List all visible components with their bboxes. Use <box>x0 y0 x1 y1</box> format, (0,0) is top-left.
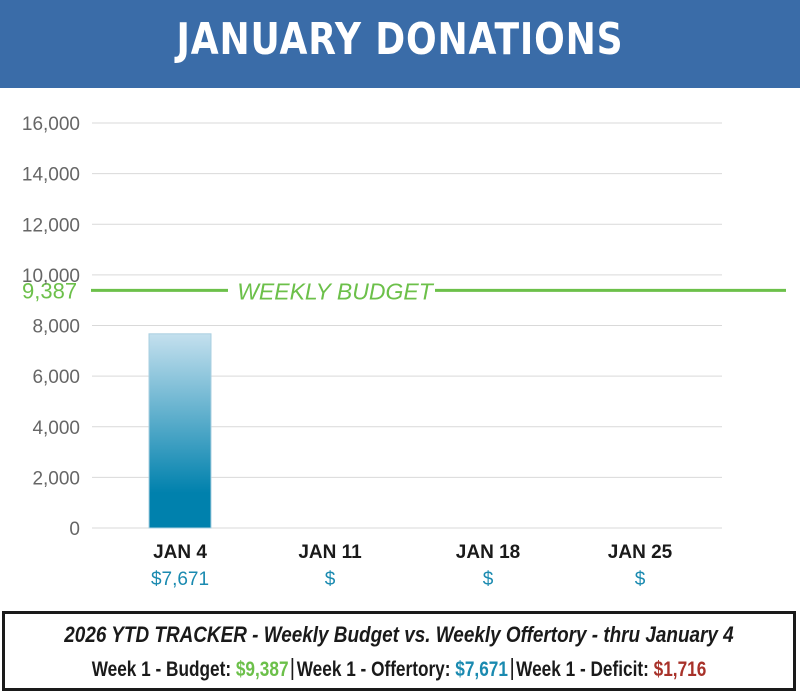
offertory-label: Week 1 - Offertory: <box>296 658 451 681</box>
budget-line-label: WEEKLY BUDGET <box>237 278 435 304</box>
deficit-label: Week 1 - Deficit: <box>516 658 649 681</box>
y-tick-label: 12,000 <box>22 215 80 236</box>
x-category-label: JAN 25 <box>608 542 673 563</box>
offertory-value: $7,671 <box>455 658 508 681</box>
y-tick-label: 10,000 <box>22 266 80 287</box>
y-tick-label: 16,000 <box>22 114 80 135</box>
stat-divider <box>511 658 513 680</box>
x-category-label: JAN 18 <box>456 542 520 563</box>
ytd-tracker-box: 2026 YTD TRACKER - Weekly Budget vs. Wee… <box>2 611 796 691</box>
stat-divider <box>291 658 294 680</box>
y-tick-label: 6,000 <box>32 367 80 388</box>
x-category-label: JAN 11 <box>298 542 362 563</box>
budget-line-value: 9,387 <box>22 278 77 303</box>
y-tick-label: 14,000 <box>22 165 80 186</box>
bar-value-label: $7,671 <box>151 569 209 590</box>
y-tick-label: 4,000 <box>32 418 80 439</box>
chart-area: 9,387 WEEKLY BUDGET 0 2,000 4,000 6,000 8,000… <box>0 88 800 608</box>
x-category-label: JAN 4 <box>153 542 207 563</box>
tracker-title: 2026 YTD TRACKER - Weekly Budget vs. Wee… <box>64 622 734 647</box>
header-banner: JANUARY DONATIONS <box>0 0 800 88</box>
bar <box>148 333 212 529</box>
budget-label: Week 1 - Budget: <box>91 658 232 681</box>
bar-value-label: $ <box>635 569 646 590</box>
tracker-stats: Week 1 - Budget: $9,387 Week 1 - Offertor… <box>76 658 722 682</box>
bar-value-label: $ <box>325 569 336 590</box>
page-title: JANUARY DONATIONS <box>176 14 624 65</box>
bar-chart: 9,387 WEEKLY BUDGET 0 2,000 4,000 6,000 8,000… <box>22 114 786 590</box>
y-tick-label: 2,000 <box>32 468 80 489</box>
bar-value-label: $ <box>483 569 494 590</box>
y-tick-label: 0 <box>69 519 80 540</box>
deficit-value: $1,716 <box>653 658 707 681</box>
y-tick-label: 8,000 <box>32 317 80 338</box>
budget-value: $9,387 <box>235 658 289 681</box>
